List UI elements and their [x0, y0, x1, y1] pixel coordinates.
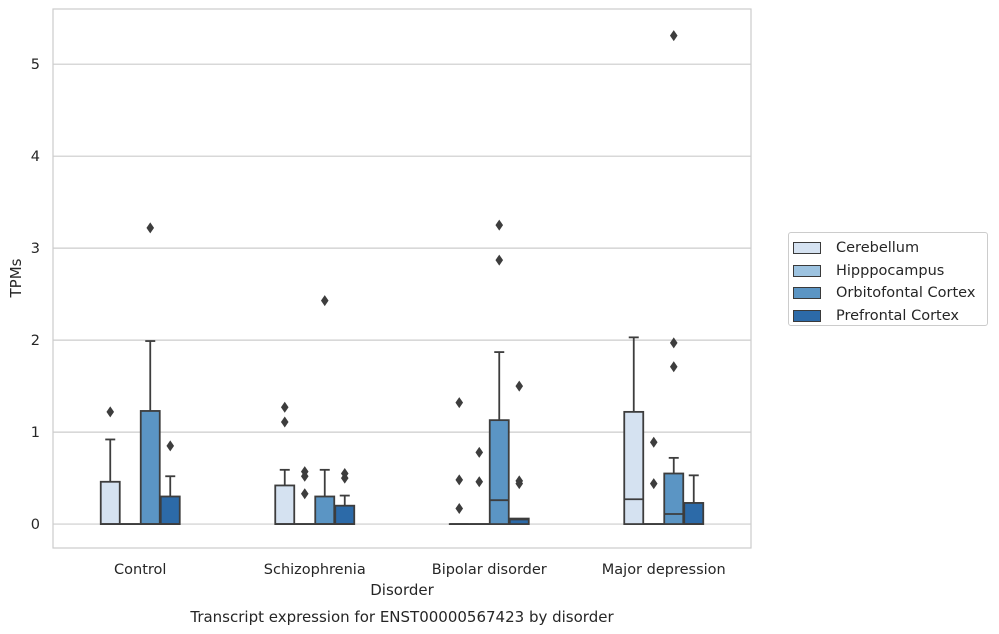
outlier-point	[455, 397, 464, 409]
outlier-point	[515, 380, 524, 392]
plot-marks	[99, 30, 705, 525]
legend-swatch	[793, 242, 821, 255]
outlier-point	[455, 474, 464, 486]
outlier-point	[320, 295, 329, 307]
outlier-point	[300, 470, 309, 482]
box-0-0	[99, 406, 121, 525]
outlier-point	[455, 502, 464, 514]
box-body	[663, 472, 685, 525]
outlier-point	[669, 337, 678, 349]
chart-title: Transcript expression for ENST0000056742…	[189, 608, 614, 626]
legend-item: Hipppocampus	[789, 260, 987, 283]
legend-label: Hipppocampus	[836, 262, 945, 279]
box-1-3	[643, 436, 665, 525]
x-tick-label: Major depression	[602, 562, 726, 578]
y-tick-label: 0	[31, 517, 40, 533]
box-0-1	[274, 401, 296, 525]
legend-item: Orbitofontal Cortex	[789, 282, 987, 305]
box-3-3	[683, 474, 705, 525]
outlier-point	[649, 478, 658, 490]
box-3-1	[334, 467, 356, 525]
x-axis-label: Disorder	[370, 581, 434, 599]
box-body	[623, 410, 645, 525]
box-2-1	[314, 295, 336, 525]
outlier-point	[340, 472, 349, 484]
box-1-1	[294, 466, 316, 525]
outlier-point	[300, 488, 309, 500]
box-3-0	[159, 440, 181, 525]
box-body	[99, 480, 121, 525]
x-tick-label: Schizophrenia	[264, 562, 366, 578]
box-2-3	[663, 30, 685, 525]
outlier-point	[146, 222, 155, 234]
outlier-point	[475, 446, 484, 458]
y-tick-labels: 0 1 2 3 4 5	[31, 57, 40, 533]
box-3-2	[508, 380, 530, 525]
x-tick-label: Bipolar disorder	[432, 562, 547, 578]
outlier-point	[649, 436, 658, 448]
y-tick-label: 5	[31, 57, 40, 73]
box-body	[683, 502, 705, 525]
box-2-2	[488, 219, 510, 525]
outlier-point	[280, 416, 289, 428]
box-body	[139, 410, 161, 525]
box-1-2	[468, 446, 490, 525]
legend-item: Cerebellum	[789, 237, 987, 260]
box-2-0	[139, 222, 161, 525]
legend-item: Prefrontal Cortex	[789, 305, 987, 328]
outlier-point	[495, 219, 504, 231]
y-tick-label: 1	[31, 425, 40, 441]
outlier-point	[475, 476, 484, 488]
box-0-3	[623, 336, 645, 525]
y-tick-label: 3	[31, 241, 40, 257]
plot-frame	[52, 8, 752, 549]
y-tick-label: 2	[31, 333, 40, 349]
box-body	[314, 495, 336, 525]
outlier-point	[166, 440, 175, 452]
legend-swatch	[793, 287, 821, 300]
x-tick-label: Control	[114, 562, 166, 578]
box-body	[508, 517, 530, 525]
box-body	[334, 504, 356, 525]
legend-swatch	[793, 264, 821, 277]
legend-label: Cerebellum	[836, 240, 920, 257]
outlier-point	[515, 478, 524, 490]
box-body	[488, 419, 510, 525]
y-axis-label: TPMs	[7, 258, 25, 298]
outlier-point	[106, 406, 115, 418]
legend-label: Prefrontal Cortex	[836, 307, 959, 324]
box-0-2	[448, 397, 470, 525]
legend: Cerebellum Hipppocampus Orbitofontal Corte…	[788, 232, 988, 326]
legend-swatch	[793, 309, 821, 322]
legend-label: Orbitofontal Cortex	[836, 285, 976, 302]
outlier-point	[280, 401, 289, 413]
box-body	[274, 484, 296, 525]
x-tick-labels: Control Schizophrenia Bipolar disorder Majo…	[114, 562, 726, 578]
outlier-point	[669, 361, 678, 373]
box-body	[159, 495, 181, 525]
y-tick-label: 4	[31, 149, 40, 165]
outlier-point	[495, 254, 504, 266]
outlier-point	[669, 30, 678, 42]
